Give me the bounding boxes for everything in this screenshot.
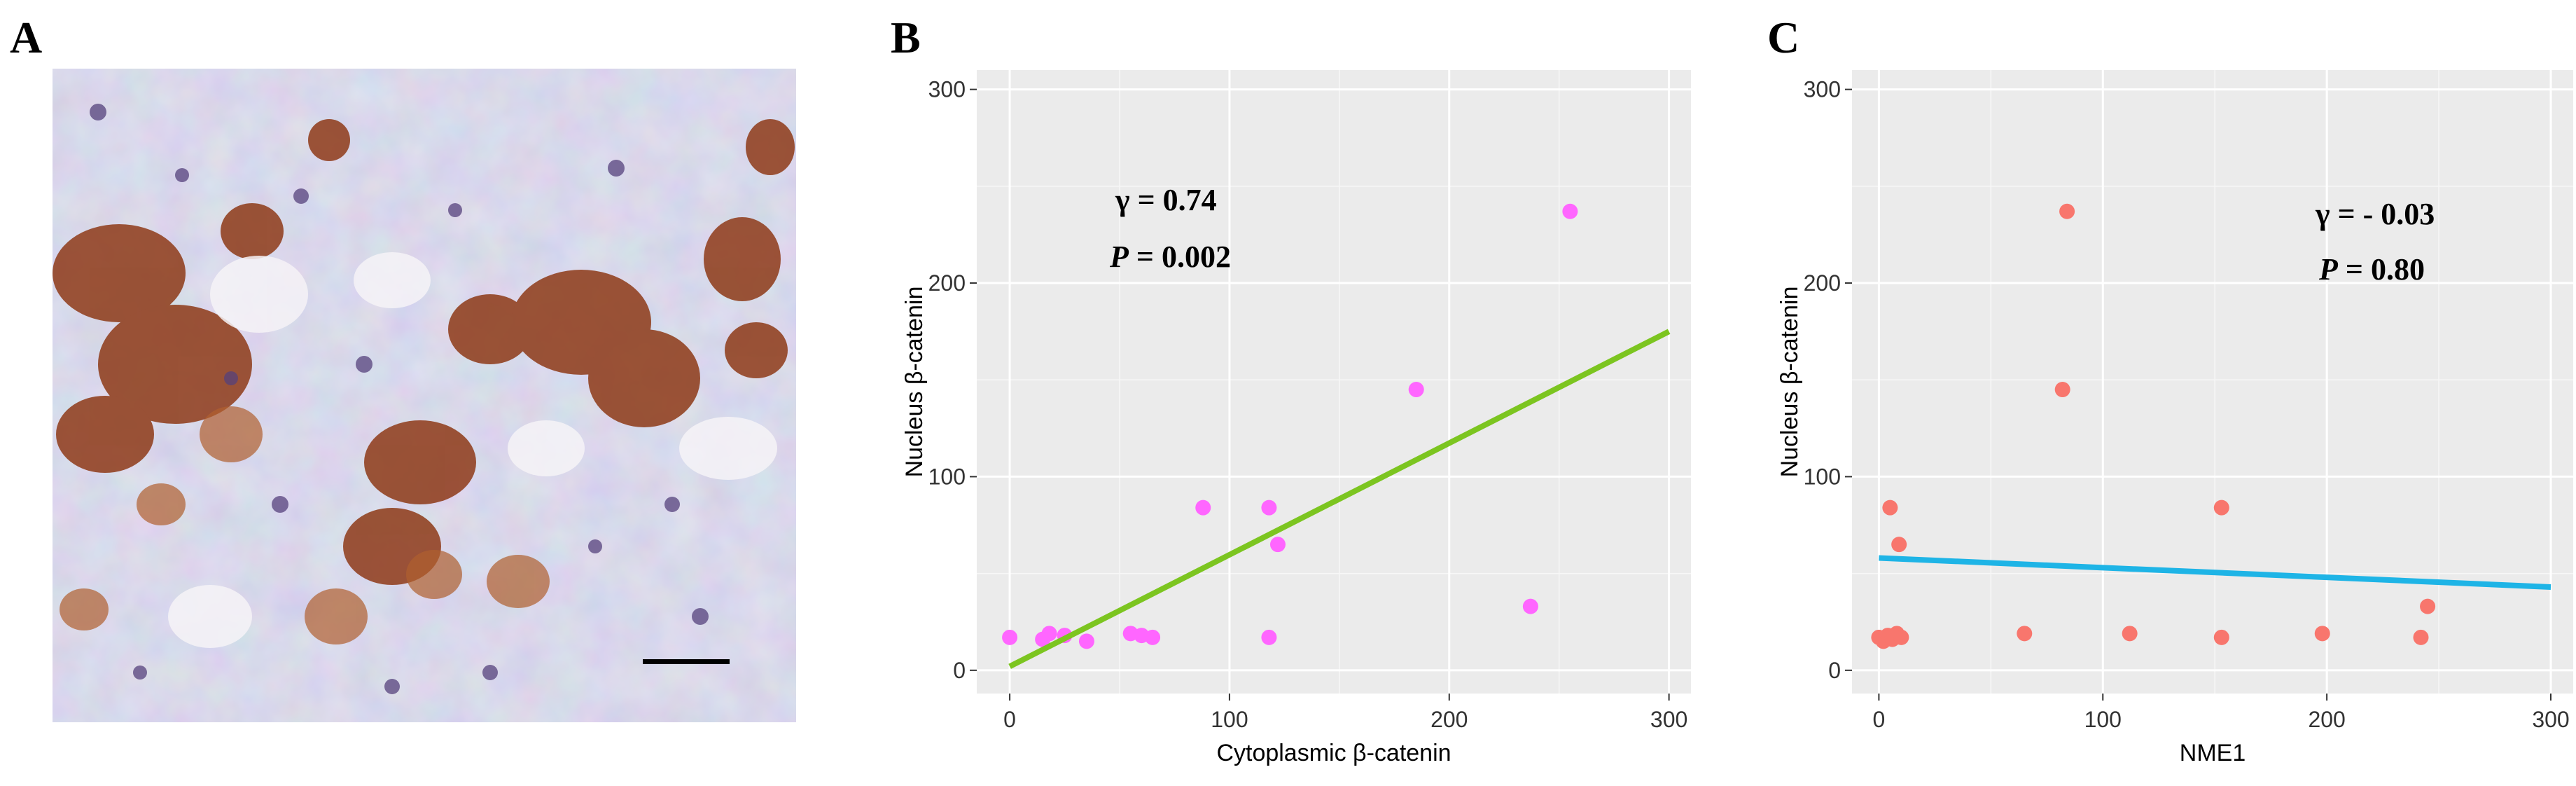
- plot-c-data-point: [2122, 626, 2138, 642]
- plot-c-y-tick-label: 100: [1804, 464, 1841, 489]
- plot-c-x-tick-label: 300: [2532, 707, 2569, 732]
- plot-c-data-point: [2420, 598, 2436, 614]
- plot-b-gamma-label: γ = 0.74: [1115, 183, 1217, 217]
- plot-c-p-number: = 0.80: [2338, 252, 2425, 287]
- plot-b-data-point: [1195, 499, 1211, 516]
- plot-c-data-point: [2413, 629, 2429, 645]
- plot-c-data-point: [2054, 382, 2070, 398]
- plot-c-y-tick-label: 200: [1804, 270, 1841, 296]
- plot-c-x-tick-label: 100: [2084, 707, 2122, 732]
- plot-b-p-number: = 0.002: [1129, 240, 1231, 274]
- plot-b-data-point: [1261, 499, 1277, 516]
- plot-c-data-point: [1893, 629, 1909, 645]
- plot-b-x-tick-label: 0: [1003, 707, 1016, 732]
- plot-c-y-tick-label: 300: [1804, 77, 1841, 102]
- plot-b-data-point: [1562, 203, 1578, 219]
- scatter-plot-c: 0 100 200 300 0 100 200 300 NME1 Nucleus β-cateni…: [1776, 70, 2573, 766]
- plot-b-data-point: [1145, 629, 1161, 645]
- plot-c-data-point: [1891, 537, 1907, 553]
- plot-b-x-tick-label: 200: [1430, 707, 1468, 732]
- plot-c-x-axis-label: NME1: [2180, 740, 2246, 766]
- plot-b-x-tick-label: 300: [1650, 707, 1687, 732]
- plot-b-p-value: P = 0.002: [1109, 240, 1231, 274]
- plot-b-data-point: [1041, 626, 1057, 642]
- plot-c-data-point: [1882, 499, 1898, 516]
- plot-c-data-point: [2017, 626, 2033, 642]
- plot-b-y-tick-label: 200: [928, 270, 966, 296]
- plot-b-y-tick-label: 100: [928, 464, 966, 489]
- plot-b-panel-background: [977, 70, 1691, 694]
- plot-c-y-tick-label: 0: [1828, 658, 1841, 683]
- plot-b-data-point: [1002, 629, 1018, 645]
- plot-b-data-point: [1261, 629, 1277, 645]
- plot-c-p-symbol: P: [2318, 252, 2339, 287]
- plot-b-data-point: [1522, 598, 1538, 614]
- plot-b-data-point: [1408, 382, 1424, 398]
- panel-b-letter: B: [891, 13, 921, 62]
- plot-c-regression-line: [1879, 555, 2551, 590]
- plot-c-data-point: [2213, 499, 2229, 516]
- plot-b-x-tick-label: 100: [1211, 707, 1248, 732]
- plot-c-x-tick-label: 0: [1872, 707, 1885, 732]
- plot-c-y-axis-label: Nucleus β-catenin: [1776, 287, 1803, 478]
- panel-c-letter: C: [1767, 13, 1799, 62]
- plot-b-x-axis-label: Cytoplasmic β-catenin: [1216, 740, 1451, 766]
- plot-c-data-point: [2213, 629, 2229, 645]
- plot-b-y-axis-label: Nucleus β-catenin: [901, 287, 928, 478]
- plot-c-panel-background: [1852, 70, 2573, 694]
- plot-c-gamma-label: γ = - 0.03: [2315, 197, 2435, 231]
- plot-c-data-point: [2314, 626, 2330, 642]
- plot-b-y-tick-label: 300: [928, 77, 966, 102]
- scatter-plot-b: 0 100 200 300 0 100 200 300 Cytoplasmic β-cateni…: [901, 70, 1691, 766]
- scale-bar: [643, 659, 730, 664]
- plot-b-p-symbol: P: [1109, 240, 1129, 274]
- ihc-micrograph-image: [53, 69, 796, 722]
- panel-a-letter: A: [10, 13, 42, 62]
- plot-c-x-tick-label: 200: [2308, 707, 2345, 732]
- plot-b-y-tick-label: 0: [953, 658, 966, 683]
- plot-b-data-point: [1078, 633, 1094, 649]
- plot-b-regression-line: [1008, 329, 1671, 669]
- plot-c-data-point: [2059, 203, 2075, 219]
- plot-c-p-value: P = 0.80: [2318, 252, 2425, 287]
- plot-b-data-point: [1269, 537, 1286, 553]
